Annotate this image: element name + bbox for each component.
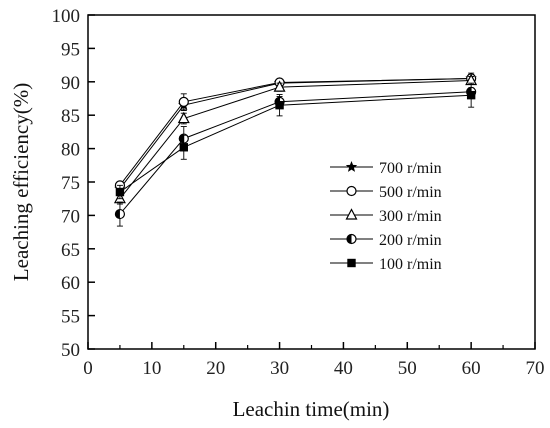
legend-label: 100 r/min bbox=[379, 256, 442, 273]
series-group bbox=[114, 86, 477, 227]
filled-square-icon bbox=[466, 90, 476, 100]
star-icon bbox=[345, 161, 358, 172]
open-triangle-icon bbox=[177, 111, 190, 124]
y-tick-label: 75 bbox=[61, 173, 80, 194]
legend-item: 200 r/min bbox=[330, 232, 442, 249]
open-circle-icon bbox=[346, 185, 357, 197]
series-group bbox=[115, 82, 476, 200]
legend-label: 500 r/min bbox=[379, 184, 442, 201]
x-tick-label: 30 bbox=[270, 358, 289, 379]
plot-frame bbox=[87, 14, 536, 350]
x-tick-label: 20 bbox=[206, 358, 225, 379]
series-point bbox=[179, 143, 188, 152]
legend-item: 500 r/min bbox=[330, 184, 442, 201]
y-tick-label: 90 bbox=[61, 73, 80, 94]
legend-label: 200 r/min bbox=[379, 232, 442, 249]
series-line bbox=[119, 78, 472, 186]
open-circle-icon bbox=[178, 96, 189, 107]
series-point bbox=[178, 96, 189, 107]
series-layer bbox=[113, 72, 478, 227]
filled-square-icon bbox=[275, 100, 284, 110]
y-axis-label: Leaching efficiency(%) bbox=[9, 83, 33, 281]
series-point bbox=[345, 208, 358, 220]
half-circle-fill-icon bbox=[347, 234, 352, 244]
legend-item: 100 r/min bbox=[330, 256, 442, 273]
series-line bbox=[119, 91, 472, 215]
y-tick-label: 80 bbox=[61, 140, 80, 161]
series-point bbox=[177, 111, 190, 124]
series-point bbox=[347, 258, 356, 268]
series-point bbox=[466, 90, 476, 100]
x-tick-label: 0 bbox=[83, 358, 93, 379]
open-triangle-icon bbox=[273, 80, 286, 92]
y-tick-label: 100 bbox=[52, 6, 81, 27]
legend-item: 300 r/min bbox=[330, 208, 442, 225]
half-circle-fill-icon bbox=[179, 134, 184, 144]
y-tick-label: 95 bbox=[61, 39, 80, 60]
y-tick-label: 65 bbox=[61, 240, 80, 261]
series-point bbox=[115, 187, 125, 197]
y-tick-label: 60 bbox=[61, 273, 80, 294]
series-point bbox=[275, 100, 284, 110]
filled-square-icon bbox=[179, 143, 188, 152]
legend-label: 700 r/min bbox=[379, 160, 442, 177]
axis-ticks: 0 10 20 30 40 50 60 70 50 55 60 65 70 75 80 85 90 95 100 bbox=[52, 6, 545, 379]
x-tick-label: 70 bbox=[526, 358, 545, 379]
open-triangle-icon bbox=[345, 208, 358, 220]
legend-item: 700 r/min bbox=[330, 160, 442, 177]
series-line bbox=[119, 80, 472, 200]
y-tick-label: 55 bbox=[61, 307, 80, 328]
y-tick-label: 50 bbox=[61, 340, 80, 361]
series-point bbox=[346, 233, 357, 245]
series-point bbox=[273, 80, 286, 92]
y-tick-label: 85 bbox=[61, 106, 80, 127]
half-circle-fill-icon bbox=[115, 209, 120, 219]
series-point bbox=[345, 161, 358, 172]
x-tick-label: 50 bbox=[398, 358, 417, 379]
filled-square-icon bbox=[347, 258, 356, 268]
legend: 700 r/min 500 r/min 300 r/min 200 r/min 100 … bbox=[330, 160, 442, 273]
series-point bbox=[346, 185, 357, 197]
series-point bbox=[114, 208, 126, 220]
filled-square-icon bbox=[115, 187, 125, 197]
x-tick-label: 40 bbox=[334, 358, 353, 379]
series-line bbox=[119, 94, 472, 193]
y-tick-label: 70 bbox=[61, 206, 80, 227]
legend-label: 300 r/min bbox=[379, 208, 442, 225]
x-axis-label: Leachin time(min) bbox=[233, 397, 390, 421]
x-tick-label: 10 bbox=[142, 358, 161, 379]
x-tick-label: 60 bbox=[462, 358, 481, 379]
